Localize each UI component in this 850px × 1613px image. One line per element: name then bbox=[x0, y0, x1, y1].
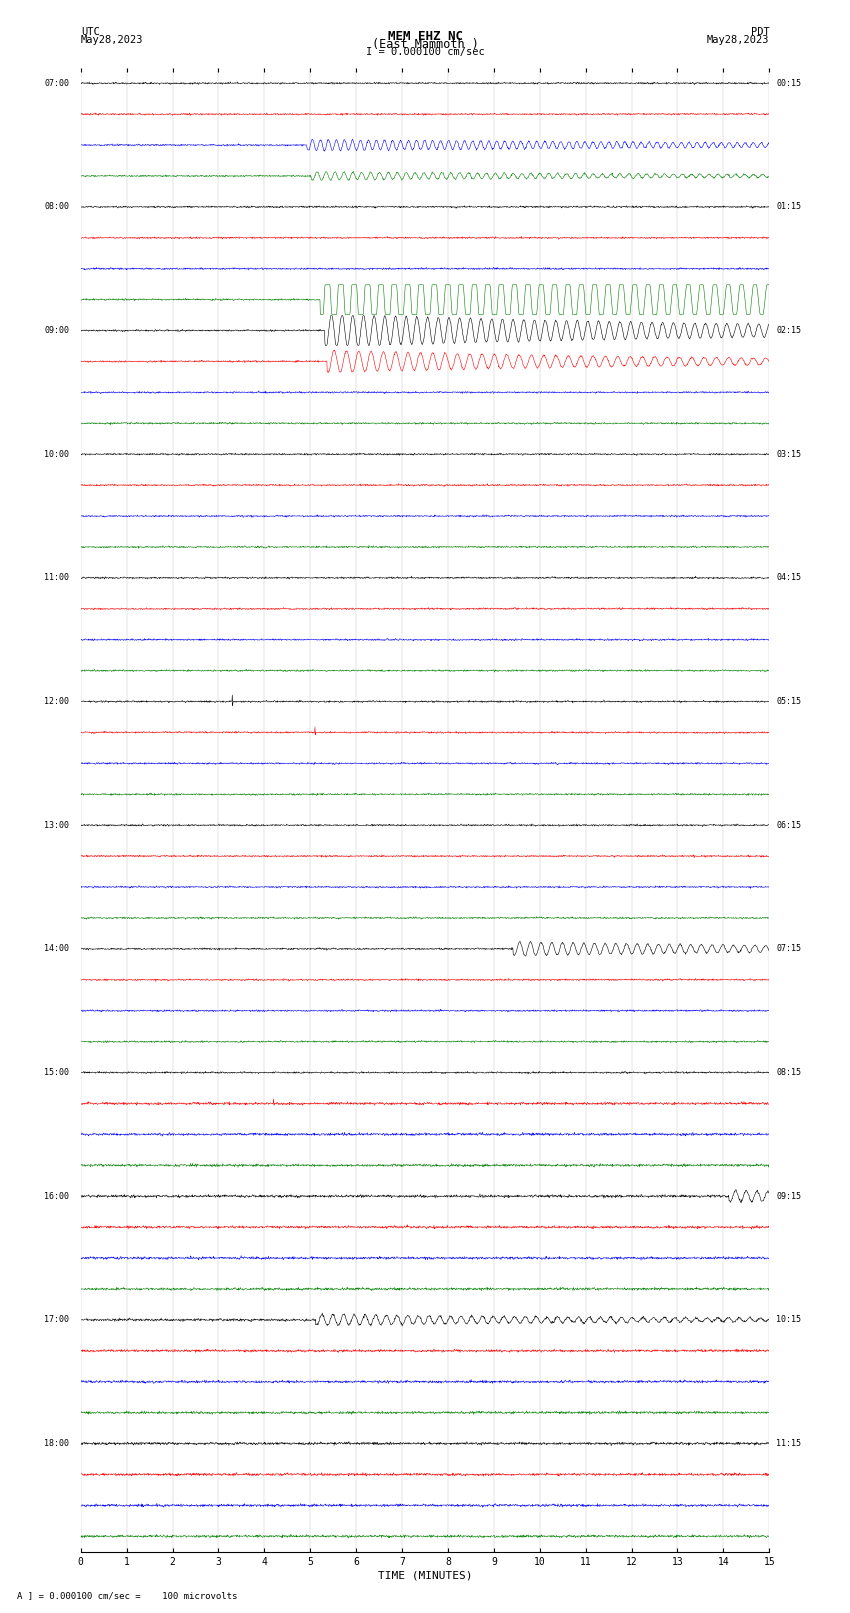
Text: May28,2023: May28,2023 bbox=[81, 35, 144, 45]
Text: MEM EHZ NC: MEM EHZ NC bbox=[388, 31, 462, 44]
Text: 09:00: 09:00 bbox=[44, 326, 70, 336]
Text: 05:15: 05:15 bbox=[776, 697, 802, 706]
Text: 08:15: 08:15 bbox=[776, 1068, 802, 1077]
Text: 11:00: 11:00 bbox=[44, 573, 70, 582]
Text: 17:00: 17:00 bbox=[44, 1315, 70, 1324]
Text: 00:15: 00:15 bbox=[776, 79, 802, 87]
Text: 01:15: 01:15 bbox=[776, 202, 802, 211]
Text: 12:00: 12:00 bbox=[44, 697, 70, 706]
Text: (East Mammoth ): (East Mammoth ) bbox=[371, 39, 479, 52]
Text: 14:00: 14:00 bbox=[44, 944, 70, 953]
Text: 07:00: 07:00 bbox=[44, 79, 70, 87]
Text: PDT: PDT bbox=[751, 27, 769, 37]
X-axis label: TIME (MINUTES): TIME (MINUTES) bbox=[377, 1571, 473, 1581]
Text: 16:00: 16:00 bbox=[44, 1192, 70, 1200]
Text: 11:15: 11:15 bbox=[776, 1439, 802, 1448]
Text: 15:00: 15:00 bbox=[44, 1068, 70, 1077]
Text: UTC: UTC bbox=[81, 27, 99, 37]
Text: 04:15: 04:15 bbox=[776, 573, 802, 582]
Text: 08:00: 08:00 bbox=[44, 202, 70, 211]
Text: May28,2023: May28,2023 bbox=[706, 35, 769, 45]
Text: I = 0.000100 cm/sec: I = 0.000100 cm/sec bbox=[366, 47, 484, 56]
Text: 03:15: 03:15 bbox=[776, 450, 802, 458]
Text: 13:00: 13:00 bbox=[44, 821, 70, 829]
Text: 02:15: 02:15 bbox=[776, 326, 802, 336]
Text: 06:15: 06:15 bbox=[776, 821, 802, 829]
Text: 09:15: 09:15 bbox=[776, 1192, 802, 1200]
Text: 18:00: 18:00 bbox=[44, 1439, 70, 1448]
Text: A ] = 0.000100 cm/sec =    100 microvolts: A ] = 0.000100 cm/sec = 100 microvolts bbox=[17, 1590, 237, 1600]
Text: 10:00: 10:00 bbox=[44, 450, 70, 458]
Text: 07:15: 07:15 bbox=[776, 944, 802, 953]
Text: 10:15: 10:15 bbox=[776, 1315, 802, 1324]
